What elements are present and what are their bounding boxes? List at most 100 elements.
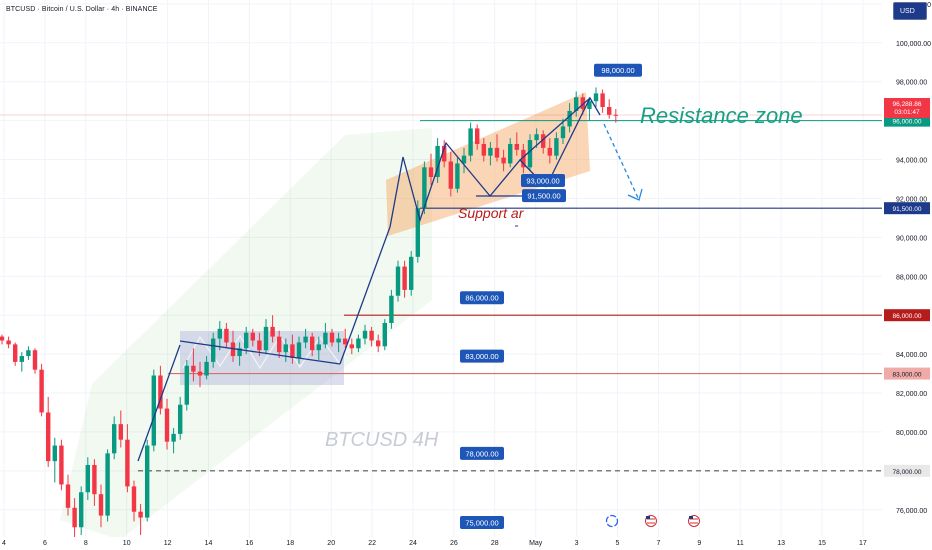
candle-body [204, 361, 209, 376]
candle-body [145, 445, 150, 518]
x-tick-label: 7 [656, 540, 660, 547]
replay-icon[interactable] [605, 514, 619, 528]
candle-body [435, 145, 440, 178]
x-tick-label: 18 [286, 540, 294, 547]
candle-body [356, 338, 361, 349]
candle-body [105, 453, 110, 516]
candle-body [217, 328, 222, 339]
candle-body [376, 340, 381, 347]
x-tick-label: 4 [2, 540, 6, 547]
candle-body [72, 507, 77, 528]
axis-marker-text: 83,000.00 [893, 372, 922, 379]
candle-body [310, 336, 315, 351]
x-tick-label: 28 [491, 540, 499, 547]
y-tick-label: 76,000.00 [896, 508, 927, 515]
candle-body [494, 147, 500, 158]
candle-body [191, 365, 196, 372]
time-axis-bg [0, 537, 932, 550]
axis-marker-text: 86,000.00 [893, 313, 922, 320]
candle-body [270, 326, 275, 337]
candle-body [184, 365, 189, 405]
y-tick-label: 92,000.00 [896, 196, 927, 203]
candle-body [475, 128, 480, 144]
candle-body [580, 97, 585, 109]
candle-body [613, 114, 618, 116]
candle-body [263, 326, 269, 351]
x-tick-label: 26 [450, 540, 458, 547]
x-tick-label: 20 [327, 540, 335, 547]
level-lines [0, 114, 882, 472]
consolidation-box [180, 331, 344, 385]
current-price-text: 96,288.86 [893, 101, 922, 108]
x-tick-label: 13 [777, 540, 785, 547]
axis-marker-text: 91,500.00 [893, 206, 922, 213]
impulse-leg [339, 226, 391, 365]
event-icons [605, 514, 700, 528]
candle-body [171, 433, 176, 442]
candle-body [92, 465, 97, 495]
candle-body [19, 356, 24, 362]
price-callout-box [522, 189, 566, 203]
candle-body [527, 140, 533, 168]
candle-body [257, 340, 262, 351]
time-axis: 4 6 8 10 12 14 16 18 20 22 24 26 28 May 3 5 7 9 11 13 15 17 [0, 537, 932, 550]
candle-body [428, 167, 434, 178]
candle-body [244, 332, 249, 349]
candle-body [541, 134, 546, 148]
projection-arrow-head [627, 188, 643, 201]
candle-body [336, 338, 341, 343]
candle-body [501, 157, 506, 164]
wave-path [137, 344, 181, 462]
candle-body [118, 424, 123, 440]
price-callout-box [460, 349, 504, 363]
x-tick-label: 24 [409, 540, 417, 547]
candle-body [164, 408, 170, 442]
candle-body [461, 155, 467, 164]
y-tick-label: 82,000.00 [896, 391, 927, 398]
candle-body [329, 332, 335, 343]
x-tick-label: 15 [818, 540, 826, 547]
candle-body [534, 134, 539, 141]
axis-marker [884, 367, 930, 380]
symbol-header: BTCUSD · Bitcoin / U.S. Dollar · 4h · BI… [6, 6, 158, 13]
price-callout-text: 86,000.00 [465, 294, 498, 303]
axis-marker [884, 309, 930, 322]
candle-body [448, 161, 453, 189]
candle-body [250, 332, 255, 341]
axis-marker-text: 78,000.00 [893, 469, 922, 476]
support-area-label: Support ar [458, 205, 525, 221]
current-price-marker [884, 98, 930, 119]
candle-body [46, 412, 51, 462]
candle-body [560, 126, 566, 139]
candle-body [508, 143, 513, 164]
candle-body [138, 511, 143, 518]
candle-body [422, 167, 427, 209]
candle-body [567, 110, 572, 127]
x-tick-label: 3 [575, 540, 579, 547]
watermark-text: BTCUSD 4H [325, 429, 439, 451]
candle-body [402, 266, 407, 290]
x-tick-label: 6 [43, 540, 47, 547]
x-tick-label: 22 [368, 540, 376, 547]
resistance-zone-label: Resistance zone [640, 103, 803, 128]
y-tick-label: 80,000.00 [896, 430, 927, 437]
candle-body [112, 424, 117, 454]
candle-body [79, 492, 84, 528]
price-callout-text: 98,000.00 [601, 66, 634, 75]
candle-body [131, 486, 137, 512]
price-callout-text: 93,000.00 [526, 177, 559, 186]
price-callout-box [460, 291, 504, 305]
candle-body [211, 338, 216, 362]
price-callout-box [460, 446, 504, 460]
candle-body [6, 340, 11, 345]
candle-body [65, 484, 71, 508]
x-tick-label: 14 [205, 540, 213, 547]
countdown-text: 03:01:47 [894, 109, 920, 116]
candle-body [59, 445, 64, 485]
currency-button[interactable]: USD [893, 2, 927, 20]
candles [0, 87, 618, 537]
x-tick-label: 11 [737, 540, 744, 547]
candle-body [323, 332, 328, 345]
candle-body [52, 445, 57, 462]
